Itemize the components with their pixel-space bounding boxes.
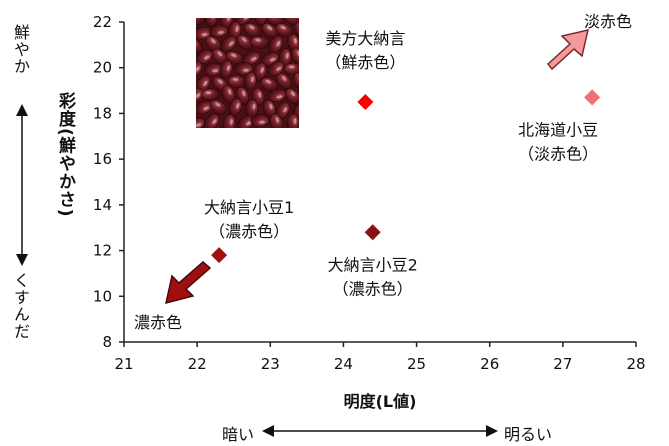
point-label: 大納言小豆1 (204, 198, 294, 217)
y-tick-label: 16 (93, 150, 112, 168)
x-right-annotation: 明るい (504, 425, 553, 444)
y-tick-label: 10 (93, 287, 112, 305)
y-bottom-annotation: くすんだ (11, 272, 30, 340)
bean-shape (292, 72, 299, 91)
bean-shape (237, 115, 255, 128)
data-point (211, 247, 228, 264)
light-red-arrow (546, 28, 590, 71)
x-tick-label: 21 (114, 355, 133, 373)
point-label: 北海道小豆 (518, 120, 598, 139)
y-tick-label: 22 (93, 13, 112, 31)
bean-shape (228, 98, 242, 117)
x-direction-arrow-right-head (486, 425, 498, 437)
bean-shape (209, 24, 228, 38)
y-top-annotation: 鮮やか (11, 24, 30, 75)
bean-shape (226, 51, 244, 65)
bean-shape (222, 114, 236, 128)
bean-shape (283, 18, 299, 26)
bean-shape (196, 117, 205, 128)
point-label: 美方大納言 (325, 29, 405, 48)
bean-shape (196, 61, 203, 79)
y-direction-arrow-bottom-head (16, 254, 28, 266)
bean-shape (201, 88, 220, 101)
bean-shape (243, 71, 257, 91)
point-label: （濃赤色） (209, 222, 289, 241)
bean-shape (267, 60, 285, 77)
bean-shape (196, 18, 205, 25)
x-tick-label: 23 (261, 355, 280, 373)
light-red-annotation: 淡赤色 (584, 12, 632, 31)
data-points (211, 89, 601, 264)
y-ticks: 8 10 12 14 16 18 20 22 (93, 13, 124, 351)
bean-shape (220, 35, 237, 52)
red-bean-photo (196, 18, 299, 128)
data-point (364, 224, 381, 241)
bean-shape (242, 51, 260, 66)
bean-shape (294, 21, 299, 40)
bean-shape (196, 87, 204, 103)
bean-shape (286, 113, 299, 128)
y-axis-title: 彩度(鮮やかさ) (55, 92, 75, 218)
bean-shape (244, 22, 262, 38)
bean-shape (269, 113, 283, 128)
bean-shape (291, 47, 299, 66)
y-tick-label: 14 (93, 196, 112, 214)
y-tick-label: 18 (93, 104, 112, 122)
point-label: （鮮赤色） (325, 53, 405, 72)
bean-shape (228, 75, 247, 89)
dark-red-arrow (165, 261, 212, 305)
point-label: （濃赤色） (333, 279, 413, 298)
bean-shape (268, 35, 283, 54)
bean-shape (219, 60, 233, 79)
data-point (357, 94, 374, 110)
bean-shape (234, 62, 254, 75)
dark-red-annotation: 濃赤色 (134, 313, 182, 332)
bean-shape (221, 85, 236, 104)
y-direction-arrow-top-head (16, 104, 28, 116)
bean-shape (204, 113, 220, 128)
bean-shape (284, 62, 299, 76)
x-ticks: 21 22 23 24 25 26 27 28 (114, 342, 646, 373)
y-tick-label: 8 (102, 333, 112, 351)
y-tick-label: 12 (93, 242, 112, 260)
y-tick-label: 20 (93, 59, 112, 77)
x-tick-label: 27 (553, 355, 572, 373)
x-tick-label: 25 (407, 355, 426, 373)
bean-shape (236, 34, 253, 51)
x-direction-arrow-left-head (262, 425, 274, 437)
x-left-annotation: 暗い (222, 425, 255, 444)
bean-shape (250, 35, 270, 49)
bean-shape (204, 18, 218, 28)
bean-shape (260, 77, 279, 92)
bean-shape (254, 18, 267, 26)
x-tick-label: 28 (626, 355, 645, 373)
point-labels: 美方大納言 （鮮赤色） 北海道小豆 （淡赤色） 大納言小豆1 （濃赤色） 大納言小豆2 （濃赤… (204, 29, 598, 298)
point-label: （淡赤色） (518, 144, 598, 163)
x-tick-label: 24 (334, 355, 353, 373)
bean-shape (250, 113, 270, 127)
data-point (584, 89, 601, 106)
bean-shape (209, 99, 227, 115)
bean-shape (253, 62, 267, 81)
x-tick-label: 26 (480, 355, 499, 373)
point-label: 大納言小豆2 (328, 255, 418, 274)
x-axis-title: 明度(L値) (344, 392, 417, 411)
bean-shape (276, 73, 292, 90)
bean-shape (266, 18, 284, 26)
x-tick-label: 22 (188, 355, 207, 373)
